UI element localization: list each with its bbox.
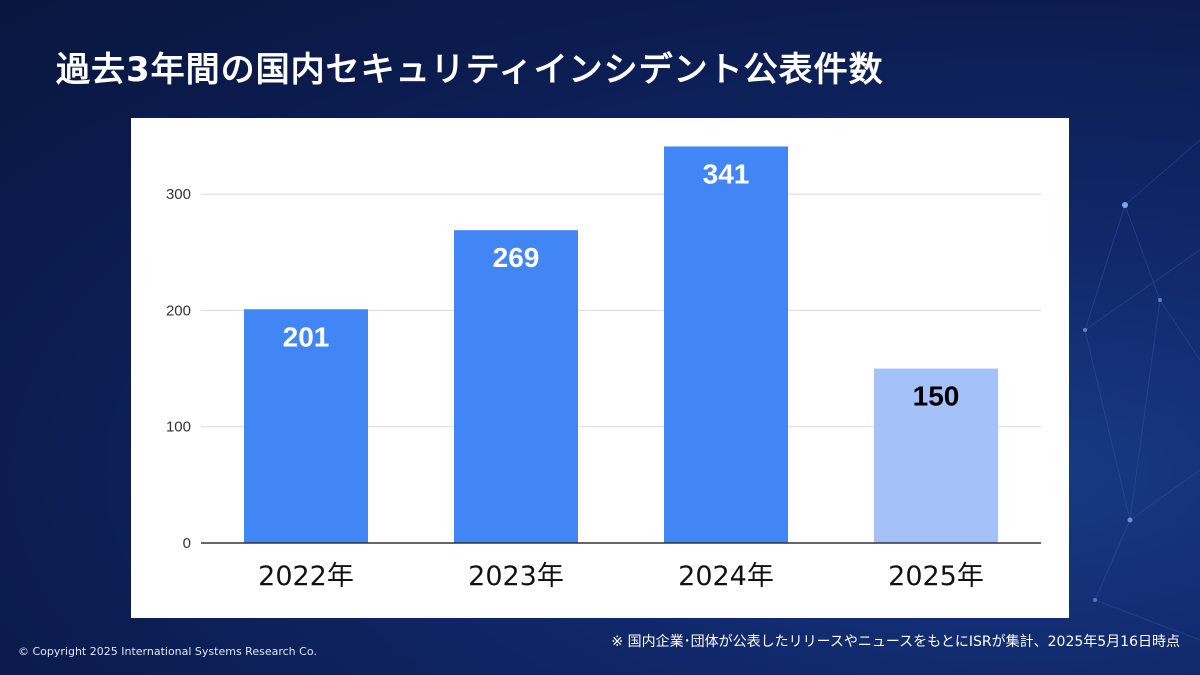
bar bbox=[454, 230, 578, 543]
bar bbox=[874, 368, 998, 543]
data-label: 201 bbox=[283, 321, 330, 352]
y-tick-label: 200 bbox=[166, 302, 191, 319]
slide-title: 過去3年間の国内セキュリティインシデント公表件数 bbox=[56, 50, 884, 90]
y-tick-label: 0 bbox=[183, 535, 191, 552]
x-tick-label: 2022年 bbox=[258, 561, 354, 592]
data-label: 269 bbox=[493, 242, 540, 273]
copyright-text: © Copyright 2025 International Systems R… bbox=[18, 645, 317, 658]
data-label: 341 bbox=[703, 158, 750, 189]
chart-panel: 0 100 200 300 201 2022年 269 2023年 341 2024年 150 202… bbox=[131, 118, 1069, 618]
x-tick-label: 2023年 bbox=[468, 561, 564, 592]
bar-chart: 0 100 200 300 201 2022年 269 2023年 341 2024年 150 202… bbox=[166, 146, 1041, 592]
x-tick-label: 2025年 bbox=[888, 561, 984, 592]
y-tick-label: 100 bbox=[166, 419, 191, 436]
bar bbox=[664, 146, 788, 544]
data-label: 150 bbox=[913, 381, 960, 412]
y-tick-label: 300 bbox=[166, 186, 191, 203]
bar bbox=[244, 309, 368, 543]
x-tick-label: 2024年 bbox=[678, 561, 774, 592]
source-footnote: ※ 国内企業･団体が公表したリリースやニュースをもとにISRが集計、2025年5… bbox=[611, 634, 1180, 650]
